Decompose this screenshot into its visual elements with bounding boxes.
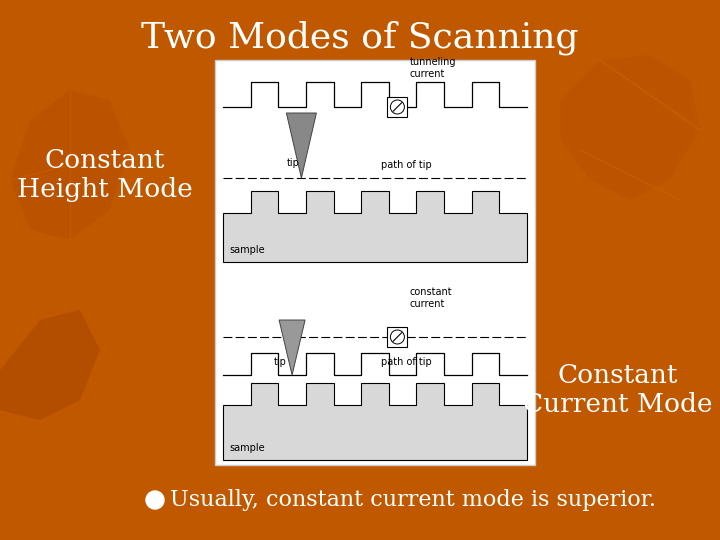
- Bar: [215, 60, 535, 465]
- Circle shape: [390, 100, 405, 114]
- Polygon shape: [287, 113, 316, 178]
- Text: Two Modes of Scanning: Two Modes of Scanning: [141, 21, 579, 55]
- Circle shape: [390, 330, 405, 344]
- Text: tip: tip: [287, 158, 300, 168]
- Text: tunneling
current: tunneling current: [410, 57, 456, 79]
- Text: sample: sample: [229, 443, 265, 453]
- Bar: [387, 327, 408, 347]
- Polygon shape: [223, 191, 527, 262]
- Circle shape: [146, 491, 164, 509]
- Polygon shape: [580, 280, 720, 440]
- Text: Usually, constant current mode is superior.: Usually, constant current mode is superi…: [170, 489, 656, 511]
- Polygon shape: [560, 55, 700, 200]
- Text: path of tip: path of tip: [382, 357, 432, 367]
- Text: Constant
Current Mode: Constant Current Mode: [523, 363, 713, 417]
- Text: tip: tip: [274, 357, 287, 367]
- Text: path of tip: path of tip: [382, 160, 432, 170]
- Polygon shape: [10, 90, 130, 240]
- Bar: [387, 97, 408, 117]
- Polygon shape: [223, 383, 527, 460]
- Polygon shape: [0, 310, 100, 420]
- Polygon shape: [279, 320, 305, 375]
- Text: constant
current: constant current: [410, 287, 452, 309]
- Text: sample: sample: [229, 245, 265, 255]
- Text: Constant
Height Mode: Constant Height Mode: [17, 148, 193, 202]
